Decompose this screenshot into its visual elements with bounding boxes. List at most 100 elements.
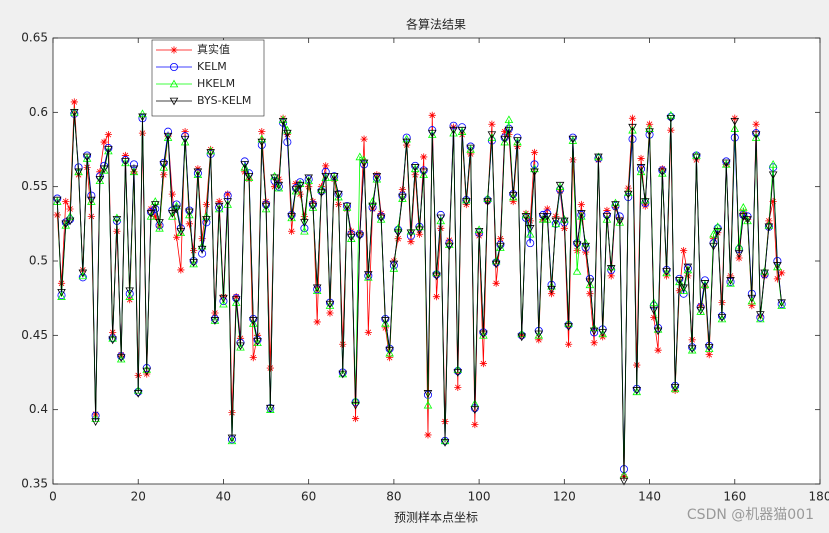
legend-label: 真实值 <box>197 42 230 56</box>
marker <box>278 117 288 126</box>
marker <box>705 351 713 359</box>
marker <box>577 211 586 220</box>
marker <box>364 272 373 281</box>
marker <box>654 346 662 354</box>
marker <box>420 153 428 161</box>
marker <box>572 241 582 250</box>
marker <box>440 439 450 447</box>
marker <box>116 354 126 363</box>
marker <box>721 159 731 168</box>
marker <box>662 268 671 276</box>
marker <box>735 254 743 262</box>
legend-label: BYS-KELM <box>197 94 251 107</box>
marker <box>726 278 735 287</box>
marker <box>589 327 599 336</box>
marker <box>479 330 488 339</box>
marker <box>274 183 284 192</box>
marker <box>172 233 181 241</box>
marker <box>219 294 228 303</box>
marker <box>453 369 463 377</box>
marker <box>683 263 693 272</box>
marker <box>470 406 480 415</box>
marker <box>534 330 544 339</box>
marker <box>739 203 748 211</box>
marker <box>457 126 467 135</box>
marker <box>99 165 109 174</box>
marker <box>551 217 561 226</box>
marker <box>739 208 747 216</box>
marker <box>488 120 496 128</box>
marker <box>560 217 569 226</box>
x-tick-label: 180 <box>809 490 829 504</box>
marker <box>466 144 475 153</box>
marker <box>547 290 556 298</box>
x-tick-label: 60 <box>301 490 316 504</box>
marker <box>645 128 654 137</box>
legend: 真实值 KELM HKELM BYS-KELM <box>151 39 265 117</box>
marker <box>704 343 714 352</box>
marker <box>317 189 326 198</box>
marker <box>164 127 173 136</box>
marker <box>52 196 62 205</box>
marker <box>513 137 522 146</box>
marker <box>295 181 305 190</box>
marker <box>125 292 134 300</box>
marker <box>419 168 428 177</box>
marker <box>224 190 232 198</box>
marker <box>325 300 335 309</box>
marker <box>274 181 284 190</box>
marker <box>748 302 756 310</box>
marker <box>351 401 360 410</box>
marker <box>347 227 355 235</box>
marker <box>547 285 556 294</box>
marker <box>206 149 215 157</box>
x-tick-label: 120 <box>553 490 576 504</box>
marker <box>747 294 757 303</box>
marker <box>517 333 527 342</box>
marker <box>415 230 424 238</box>
marker <box>577 210 586 218</box>
marker <box>586 290 594 298</box>
marker <box>641 195 650 204</box>
marker <box>410 164 420 172</box>
marker <box>636 164 646 172</box>
marker <box>747 296 757 305</box>
marker <box>359 155 369 164</box>
marker <box>615 217 625 226</box>
marker <box>87 196 96 205</box>
marker <box>147 205 155 213</box>
marker <box>424 431 432 439</box>
marker <box>585 280 595 289</box>
marker <box>423 400 433 409</box>
marker <box>258 128 266 136</box>
marker <box>169 97 179 106</box>
y-tick-label: 0.45 <box>21 328 48 342</box>
marker <box>214 202 224 211</box>
marker <box>411 171 419 179</box>
x-tick-label: 40 <box>216 490 231 504</box>
marker <box>168 211 177 220</box>
marker <box>112 216 122 224</box>
marker <box>398 186 407 194</box>
marker <box>146 210 156 218</box>
marker <box>321 172 330 181</box>
marker <box>602 213 612 221</box>
legend-label: KELM <box>197 60 227 73</box>
marker <box>287 213 296 221</box>
marker <box>197 245 207 254</box>
marker <box>628 114 637 122</box>
marker <box>57 292 66 300</box>
y-tick-label: 0.4 <box>29 402 48 416</box>
marker <box>385 348 394 357</box>
marker <box>756 311 765 319</box>
x-tick-label: 80 <box>386 490 401 504</box>
marker <box>142 367 152 376</box>
marker <box>312 286 322 295</box>
marker <box>198 235 206 243</box>
marker <box>508 192 518 201</box>
marker <box>342 202 352 211</box>
marker <box>428 111 436 119</box>
marker <box>632 387 642 395</box>
marker <box>244 172 254 181</box>
marker <box>300 212 309 220</box>
